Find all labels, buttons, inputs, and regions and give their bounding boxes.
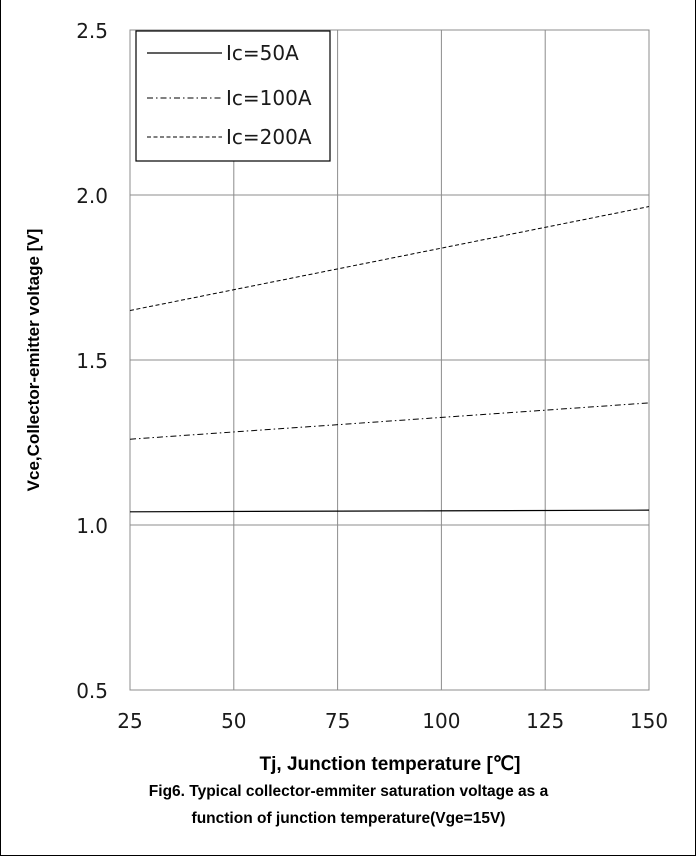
- y-tick-label: 1.0: [76, 514, 108, 538]
- x-tick-labels: 25 50 75 100 125 150: [117, 709, 668, 733]
- legend: Ic=50A Ic=100A Ic=200A: [135, 30, 331, 162]
- legend-label-ic50: Ic=50A: [226, 41, 299, 65]
- y-tick-label: 1.5: [76, 349, 108, 373]
- legend-label-ic200: Ic=200A: [226, 125, 312, 149]
- caption-line-2: function of junction temperature(Vge=15V…: [191, 810, 506, 827]
- x-tick-label: 150: [630, 709, 668, 733]
- legend-label-ic100: Ic=100A: [226, 86, 312, 110]
- x-tick-label: 125: [526, 709, 564, 733]
- y-tick-label: 0.5: [76, 679, 108, 703]
- x-axis-title: Tj, Junction temperature [℃]: [260, 754, 521, 775]
- series-line-ic100a: [129, 402, 650, 440]
- x-tick-label: 50: [221, 709, 246, 733]
- plot-area-border: [129, 29, 650, 691]
- series-line-ic50a: [129, 509, 650, 513]
- y-axis-title: Vce,Collector-emitter voltage [V]: [24, 229, 43, 492]
- y-tick-label: 2.0: [76, 184, 108, 208]
- chart: 25 50 75 100 125 150 0.5 1.0 1.5 2.0 2.5 Ic=50A I…: [24, 19, 668, 775]
- x-tick-label: 100: [422, 709, 460, 733]
- y-tick-label: 2.5: [76, 19, 108, 43]
- y-tick-labels: 0.5 1.0 1.5 2.0 2.5: [76, 19, 108, 703]
- series-line-ic200a: [129, 206, 650, 311]
- x-tick-label: 75: [325, 709, 350, 733]
- x-tick-label: 25: [117, 709, 142, 733]
- caption-line-1: Fig6. Typical collector-emmiter saturati…: [148, 783, 549, 800]
- series-lines: [129, 206, 650, 513]
